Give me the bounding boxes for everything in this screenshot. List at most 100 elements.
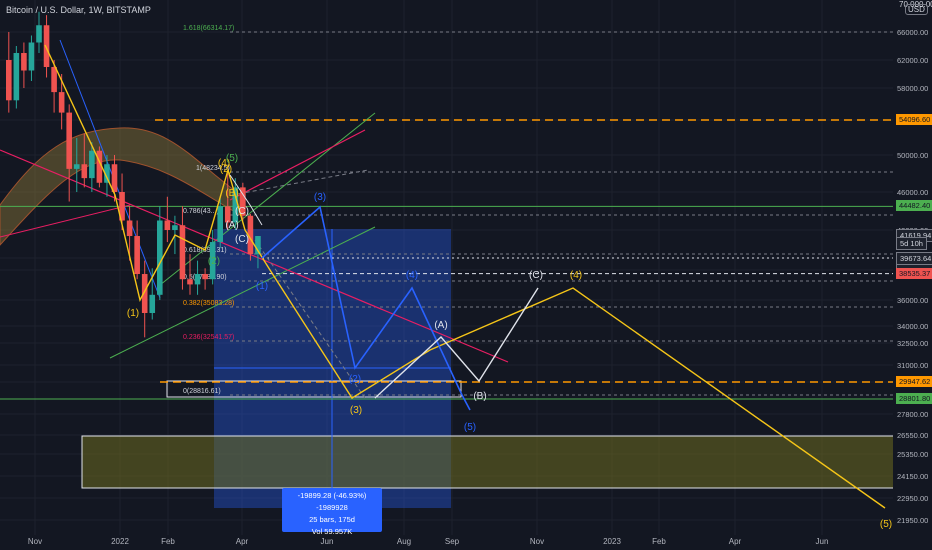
candle bbox=[209, 230, 216, 285]
wave-label: (3) bbox=[350, 405, 362, 416]
blue-trend bbox=[59, 39, 161, 299]
candle-body bbox=[187, 279, 193, 285]
price-tick-label: 36000.00 bbox=[897, 296, 928, 305]
price-tick-label: 22950.00 bbox=[897, 494, 928, 503]
candle bbox=[13, 46, 20, 109]
candle-body bbox=[194, 274, 201, 285]
wave-label: (4) bbox=[218, 158, 230, 169]
candle bbox=[96, 146, 103, 188]
wave-label: (4) bbox=[406, 270, 418, 281]
price-badge: 54096.60 bbox=[896, 114, 932, 125]
time-tick-label: Aug bbox=[397, 537, 411, 546]
measure-bars: 25 bars, 175d bbox=[309, 515, 355, 524]
fib-zero-box bbox=[166, 380, 462, 398]
candle bbox=[187, 254, 193, 295]
wave-label: (C) bbox=[529, 270, 543, 281]
candle bbox=[134, 220, 140, 280]
price-tick-label: 32500.00 bbox=[897, 339, 928, 348]
dashed-channel bbox=[231, 169, 369, 196]
wave-label: (B) bbox=[473, 391, 486, 402]
fib-label-0.236: 0.236(32541.57) bbox=[183, 334, 234, 341]
candle bbox=[81, 133, 88, 188]
candle-body bbox=[134, 236, 140, 275]
price-tick-label: 27800.00 bbox=[897, 410, 928, 419]
measure-tooltip: -19899.28 (-46.93%) -1989928 25 bars, 17… bbox=[282, 488, 382, 536]
time-tick-label: Feb bbox=[652, 537, 666, 546]
horizontal-levels bbox=[0, 119, 893, 400]
candle-body bbox=[126, 220, 133, 237]
wave-label: (5) bbox=[226, 153, 238, 164]
candle bbox=[36, 11, 42, 53]
candle bbox=[179, 206, 186, 290]
blue-wave bbox=[261, 205, 471, 411]
candle bbox=[247, 213, 254, 261]
price-tick-label: 21950.00 bbox=[897, 516, 928, 525]
price-tick-label: 58000.00 bbox=[897, 84, 928, 93]
channel-upper bbox=[159, 112, 376, 286]
candle bbox=[202, 268, 208, 290]
candle bbox=[21, 42, 27, 88]
candle-body bbox=[111, 164, 118, 192]
price-tick-label: 34000.00 bbox=[897, 322, 928, 331]
time-tick-label: Apr bbox=[729, 537, 742, 546]
wave-label: (5) bbox=[464, 422, 476, 433]
wave-label: (2) bbox=[208, 256, 220, 267]
candle-body bbox=[202, 274, 208, 280]
candle-body bbox=[172, 225, 178, 230]
price-badge: 5d 10h bbox=[896, 237, 927, 251]
white-wave bbox=[374, 287, 539, 399]
candle-body bbox=[81, 164, 88, 179]
wave-label: (A) bbox=[434, 320, 447, 331]
price-badge: 28801.80 bbox=[896, 393, 932, 404]
price-tick-label: 26550.00 bbox=[897, 431, 928, 440]
time-axis[interactable]: Nov 2022 Feb Apr Jun Aug Sep Nov 2023 Feb Apr Jun bbox=[28, 537, 829, 546]
candle-body bbox=[179, 225, 186, 280]
wave-label: (3) bbox=[314, 192, 326, 203]
time-tick-label: Nov bbox=[28, 537, 42, 546]
candle-body bbox=[164, 220, 171, 230]
target-zone bbox=[81, 435, 896, 489]
candle bbox=[164, 196, 171, 243]
candle bbox=[224, 173, 231, 230]
candle-body bbox=[141, 274, 148, 313]
price-tick-label: 24150.00 bbox=[897, 472, 928, 481]
wave-label: (B) bbox=[225, 188, 238, 199]
candle bbox=[141, 260, 148, 338]
candle-body bbox=[36, 25, 42, 43]
candle-body bbox=[255, 236, 261, 255]
candle-body bbox=[73, 164, 80, 169]
wave-label: (2) bbox=[349, 374, 361, 385]
candle-body bbox=[149, 294, 156, 313]
candle bbox=[126, 206, 133, 261]
price-tick-label: 66000.00 bbox=[897, 28, 928, 37]
wave-label: (2) bbox=[220, 164, 232, 175]
wave-label: (4) bbox=[570, 270, 582, 281]
candle-body bbox=[240, 187, 246, 216]
time-tick-label: Jun bbox=[321, 537, 334, 546]
fib-label-0: 0(28816.61) bbox=[183, 388, 221, 395]
candle bbox=[28, 35, 35, 81]
fib-label-1: 1(48234.5) bbox=[196, 165, 230, 172]
wave-label: (A) bbox=[225, 220, 238, 231]
symbol-title: Bitcoin / U.S. Dollar, 1W, BITSTAMP bbox=[6, 5, 151, 15]
fib-label-0.382: 0.382(35083.28) bbox=[183, 300, 234, 307]
candle bbox=[194, 260, 201, 295]
currency-button[interactable]: USD bbox=[905, 4, 928, 15]
candle bbox=[43, 15, 50, 78]
candle-body bbox=[28, 42, 35, 71]
candle-body bbox=[119, 192, 125, 221]
candle bbox=[58, 74, 65, 130]
candle bbox=[232, 178, 239, 230]
time-tick-label: Jun bbox=[816, 537, 829, 546]
candle-body bbox=[58, 92, 65, 113]
price-tick-label: 50000.00 bbox=[897, 151, 928, 160]
candle bbox=[6, 32, 12, 113]
candle-body bbox=[43, 25, 50, 67]
fibonacci-levels: 1.618(66314.17)1(48234.5)0.786(43...)0.6… bbox=[183, 25, 893, 396]
fib-label-0.786: 0.786(43...) bbox=[183, 208, 219, 215]
candle-body bbox=[157, 220, 163, 295]
candle-body bbox=[21, 53, 27, 71]
time-tick-label: Sep bbox=[445, 537, 460, 546]
candle bbox=[51, 60, 57, 113]
